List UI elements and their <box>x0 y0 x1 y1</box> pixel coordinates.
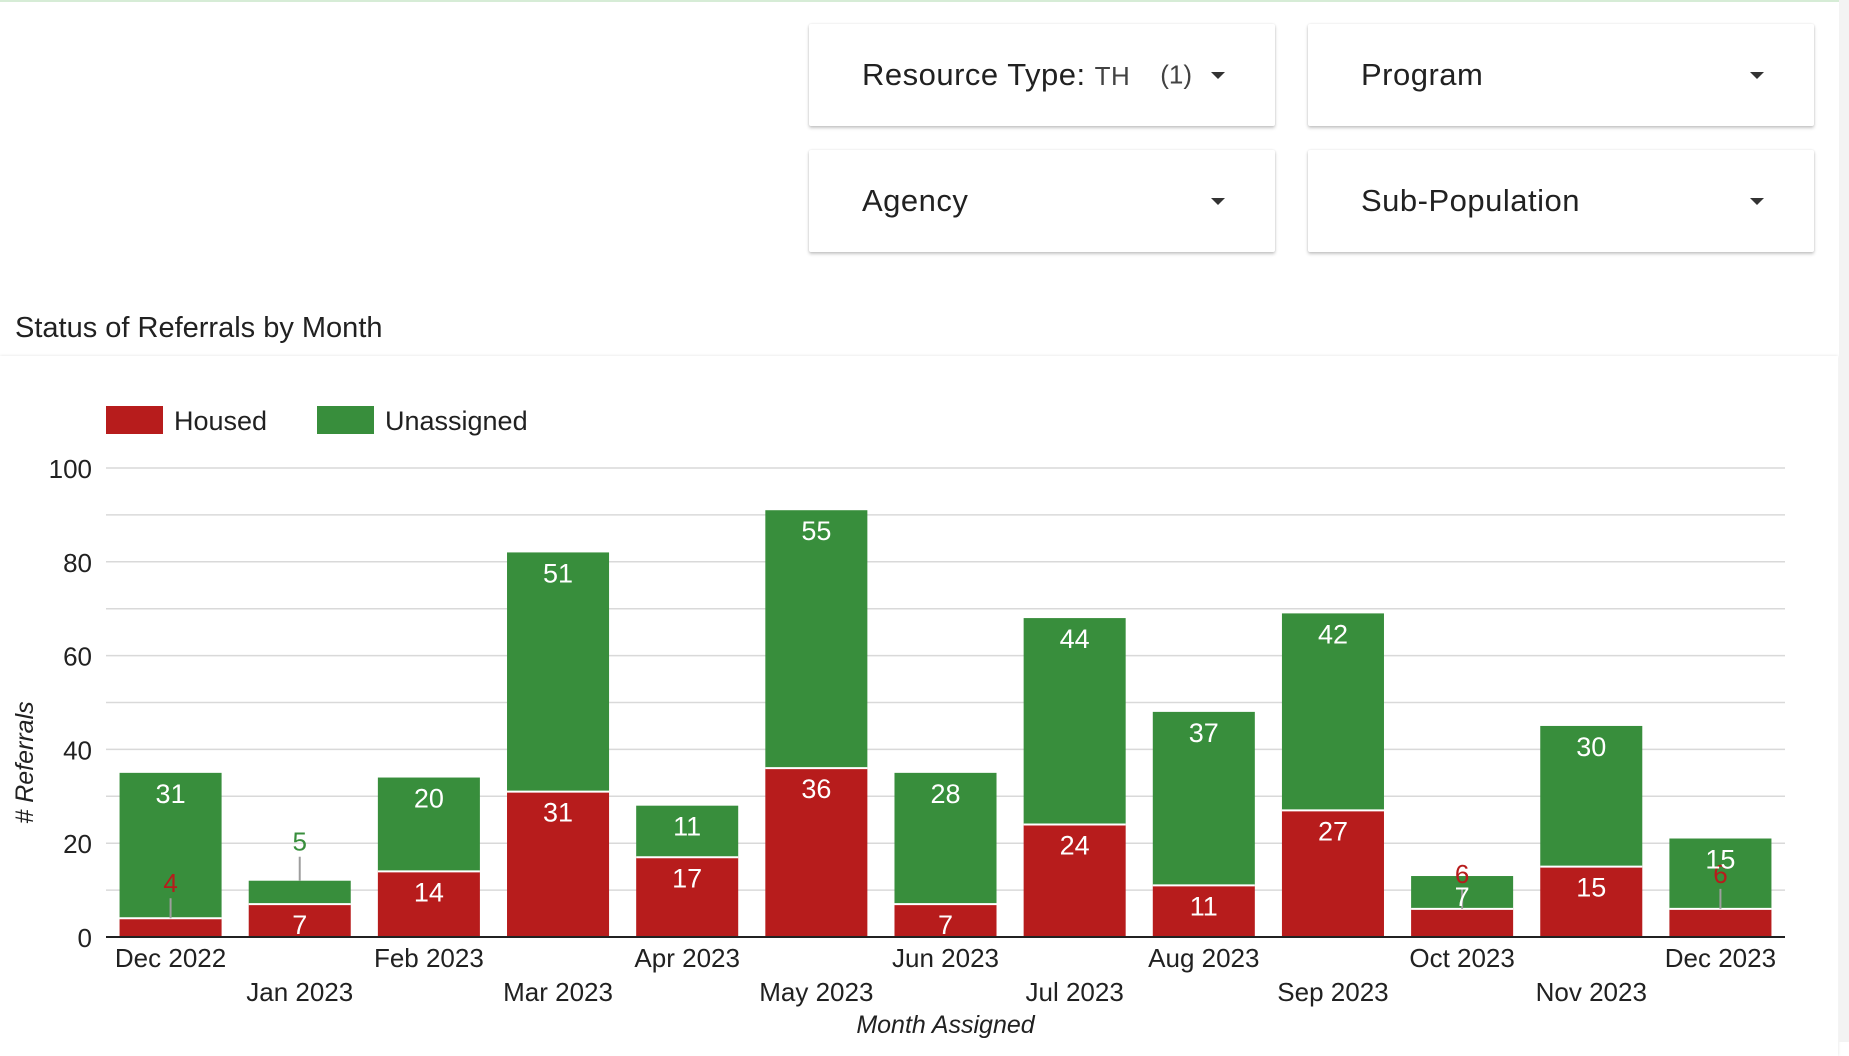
data-label-unassigned: 37 <box>1189 718 1219 748</box>
bar-housed[interactable] <box>377 871 480 937</box>
legend-label-unassigned: Unassigned <box>385 406 528 436</box>
bar-housed[interactable] <box>1669 908 1772 937</box>
data-label-housed: 6 <box>1713 859 1727 889</box>
data-label-unassigned: 15 <box>1705 845 1735 875</box>
data-label-unassigned: 28 <box>930 779 960 809</box>
bar-housed[interactable] <box>119 918 222 937</box>
x-tick-label: Apr 2023 <box>634 943 740 973</box>
agency-filter-label: Agency <box>862 183 969 218</box>
bar-housed[interactable] <box>636 857 739 937</box>
resource-type-filter-value: TH <box>1094 61 1131 91</box>
bar-unassigned[interactable] <box>894 772 997 905</box>
data-label-unassigned: 7 <box>1455 882 1470 912</box>
x-tick-label: Aug 2023 <box>1148 943 1259 973</box>
chevron-down-icon[interactable] <box>1211 198 1225 205</box>
y-tick-label: 0 <box>78 923 92 953</box>
x-tick-label: Jun 2023 <box>892 943 999 973</box>
data-label-unassigned: 42 <box>1318 619 1348 649</box>
y-tick-label: 80 <box>63 548 92 578</box>
chart-title: Status of Referrals by Month <box>15 312 383 344</box>
bar-unassigned[interactable] <box>1152 711 1255 886</box>
data-label-housed: 31 <box>543 798 573 828</box>
bar-unassigned[interactable] <box>507 552 610 792</box>
x-tick-label: Dec 2022 <box>115 943 226 973</box>
data-label-housed: 36 <box>801 774 831 804</box>
stacked-bar-chart: 0 20 40 60 80 100 # Referrals 4 31 Dec 2022 7 5 Jan … <box>11 406 1785 1039</box>
bar-housed[interactable] <box>1281 810 1384 937</box>
bar-housed[interactable] <box>507 791 610 937</box>
chevron-down-icon[interactable] <box>1211 72 1225 79</box>
y-axis-title: # Referrals <box>11 701 39 823</box>
data-label-housed: 11 <box>1190 891 1218 921</box>
bar-unassigned[interactable] <box>1281 613 1384 811</box>
data-label-unassigned: 51 <box>543 558 573 588</box>
y-tick-label: 100 <box>49 454 92 484</box>
x-tick-label: Jul 2023 <box>1025 977 1123 1007</box>
agency-filter[interactable]: Agency <box>809 150 1275 252</box>
x-tick-label: Nov 2023 <box>1536 977 1647 1007</box>
data-label-unassigned: 20 <box>414 784 444 814</box>
bar-unassigned[interactable] <box>1023 618 1126 825</box>
bar-unassigned[interactable] <box>377 777 480 872</box>
data-label-unassigned: 30 <box>1576 732 1606 762</box>
bar-housed[interactable] <box>1411 908 1514 937</box>
resource-type-filter[interactable]: Resource Type: TH (1) <box>809 24 1275 126</box>
bar-unassigned[interactable] <box>636 805 739 858</box>
data-label-unassigned: 31 <box>156 779 186 809</box>
data-label-housed: 4 <box>163 868 177 898</box>
data-label-unassigned: 11 <box>673 812 701 842</box>
data-label-housed: 14 <box>414 877 444 907</box>
x-tick-label: May 2023 <box>759 977 873 1007</box>
data-label-housed: 24 <box>1060 830 1090 860</box>
program-filter[interactable]: Program <box>1308 24 1814 126</box>
bar-unassigned[interactable] <box>1540 725 1643 867</box>
legend-swatch-unassigned[interactable] <box>317 406 374 434</box>
chart-card: 0 20 40 60 80 100 # Referrals 4 31 Dec 2022 7 5 Jan … <box>0 356 1838 1056</box>
bar-housed[interactable] <box>248 904 351 937</box>
legend-swatch-housed[interactable] <box>106 406 163 434</box>
data-label-unassigned: 55 <box>801 516 831 546</box>
x-axis-title: Month Assigned <box>856 1011 1035 1039</box>
bar-housed[interactable] <box>765 768 868 937</box>
sub-population-filter[interactable]: Sub-Population <box>1308 150 1814 252</box>
data-label-housed: 17 <box>672 863 702 893</box>
data-label-unassigned: 5 <box>292 827 306 857</box>
bar-housed[interactable] <box>1023 824 1126 937</box>
top-border <box>0 0 1849 2</box>
x-tick-label: Sep 2023 <box>1277 977 1388 1007</box>
y-tick-label: 60 <box>63 642 92 672</box>
bar-housed[interactable] <box>1540 866 1643 937</box>
scrollbar-track[interactable] <box>1839 0 1849 1042</box>
x-tick-label: Feb 2023 <box>374 943 484 973</box>
data-label-housed: 7 <box>292 910 307 940</box>
y-tick-label: 20 <box>63 829 92 859</box>
data-label-housed: 6 <box>1455 859 1469 889</box>
bar-housed[interactable] <box>894 904 997 937</box>
x-tick-label: Jan 2023 <box>246 977 353 1007</box>
data-label-housed: 27 <box>1318 816 1348 846</box>
bar-unassigned[interactable] <box>248 880 351 905</box>
chevron-down-icon[interactable] <box>1750 72 1764 79</box>
resource-type-filter-label: Resource Type <box>862 57 1077 92</box>
y-tick-label: 40 <box>63 735 92 765</box>
x-tick-label: Dec 2023 <box>1665 943 1776 973</box>
bar-unassigned[interactable] <box>119 772 222 919</box>
sub-population-filter-label: Sub-Population <box>1361 183 1580 218</box>
data-label-housed: 15 <box>1576 873 1606 903</box>
resource-type-filter-count: (1) <box>1160 59 1192 90</box>
data-label-unassigned: 44 <box>1060 624 1090 654</box>
chevron-down-icon[interactable] <box>1750 198 1764 205</box>
x-tick-label: Mar 2023 <box>503 977 613 1007</box>
legend-label-housed: Housed <box>174 406 267 436</box>
bar-unassigned[interactable] <box>765 510 868 769</box>
bar-housed[interactable] <box>1152 885 1255 937</box>
program-filter-label: Program <box>1361 57 1484 92</box>
x-tick-label: Oct 2023 <box>1409 943 1515 973</box>
data-label-housed: 7 <box>938 910 953 940</box>
